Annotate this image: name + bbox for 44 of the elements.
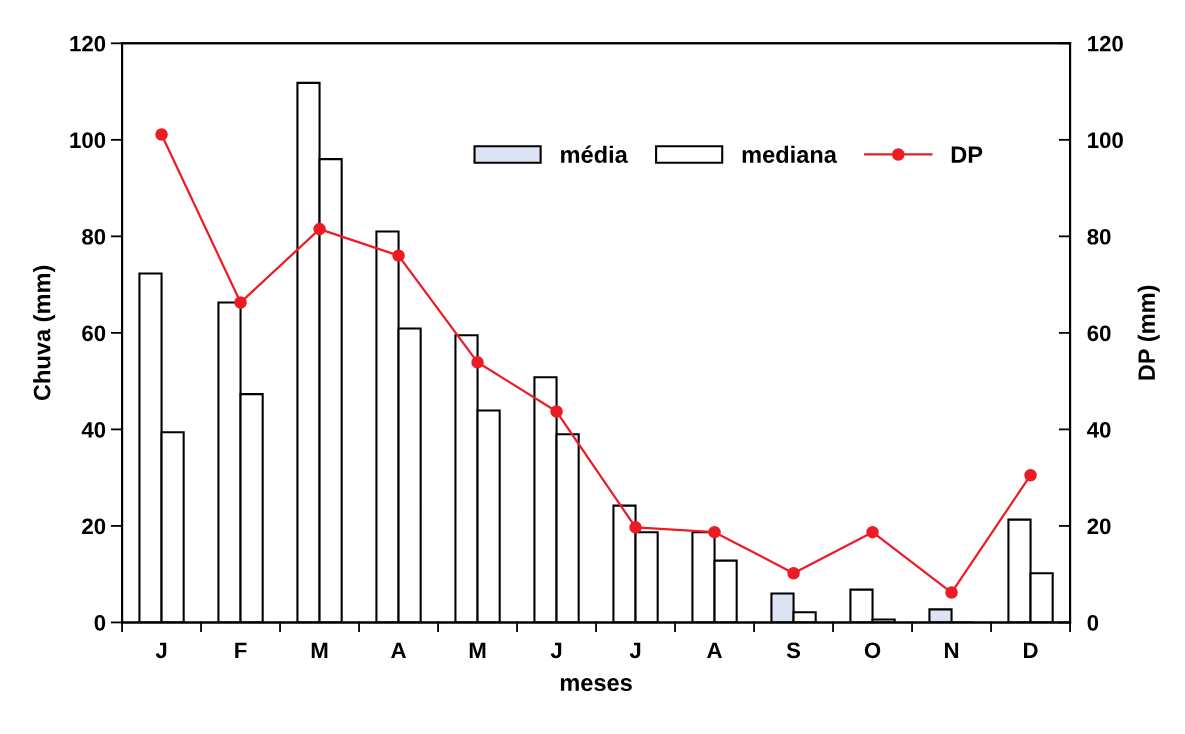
y2-tick-label: 120: [1088, 35, 1123, 52]
point: [392, 249, 405, 262]
y2-tick-label: 60: [1087, 325, 1111, 342]
y-tick-label: 0: [94, 614, 106, 631]
x-tick-label: M: [311, 642, 328, 658]
legend-label: DP: [951, 146, 983, 163]
x-tick-label: A: [391, 642, 406, 658]
point: [550, 405, 563, 418]
x-tick-label: J: [629, 642, 641, 659]
y-tick-label: 100: [70, 132, 106, 149]
y2-tick-label: 100: [1088, 132, 1123, 149]
x-tick-label: N: [945, 642, 959, 658]
legend-label: média: [561, 145, 628, 163]
y-tick-label: 40: [81, 421, 106, 438]
y-tick-label: 20: [82, 518, 106, 535]
x-tick-label: J: [155, 642, 167, 659]
x-tick-label: M: [469, 642, 486, 658]
x-tick-label: O: [864, 642, 881, 659]
y2-tick-label: 80: [1087, 228, 1111, 245]
y-tick-label: 80: [82, 228, 106, 245]
x-tick-label: S: [786, 642, 801, 659]
point: [1024, 468, 1037, 482]
point: [629, 521, 642, 534]
y2-axis-title: DP (mm): [1137, 285, 1160, 380]
y2-tick-label: 0: [1087, 614, 1099, 631]
y-tick-label: 60: [82, 325, 106, 342]
point: [708, 525, 721, 539]
point: [945, 586, 958, 599]
point: [155, 128, 168, 141]
point: [787, 566, 800, 580]
y2-tick-label: 40: [1087, 421, 1111, 438]
x-tick-label: A: [707, 642, 722, 658]
y-axis-title: Chuva (mm): [33, 265, 56, 401]
y-tick-label: 120: [70, 35, 106, 52]
x-tick-label: F: [235, 642, 247, 658]
point: [471, 356, 484, 369]
point: [866, 525, 879, 539]
point: [313, 222, 326, 236]
x-axis-title: meses: [560, 678, 632, 692]
point: [234, 296, 247, 309]
legend-label: mediana: [742, 145, 838, 163]
y2-tick-label: 20: [1087, 518, 1111, 535]
x-tick-label: D: [1024, 642, 1038, 658]
x-tick-label: J: [550, 642, 562, 659]
